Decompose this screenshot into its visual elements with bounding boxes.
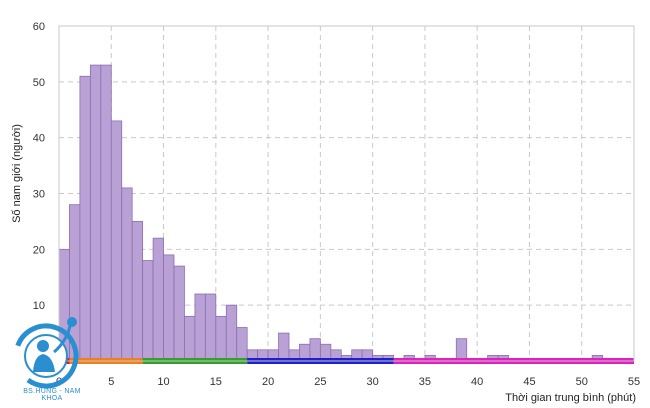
histogram-bar (278, 332, 290, 362)
bars (58, 64, 604, 362)
histogram-bar (309, 338, 321, 362)
histogram-bar (194, 293, 206, 362)
y-tick-label: 30 (33, 189, 45, 201)
x-tick-label: 55 (628, 376, 640, 388)
histogram-bar (152, 237, 164, 362)
y-tick-label: 60 (33, 21, 45, 33)
x-tick-label: 20 (262, 376, 274, 388)
histogram-bar (215, 315, 227, 362)
histogram-bar (89, 64, 102, 362)
histogram-bar (173, 265, 185, 362)
y-axis-title: Số nam giới (người) (11, 124, 23, 223)
x-tick-label: 35 (419, 376, 431, 388)
x-tick-label: 40 (471, 376, 483, 388)
x-tick-label: 15 (210, 376, 222, 388)
logo-text: BS.HUNG - NAM KHOA (23, 388, 81, 402)
histogram-bar (142, 260, 154, 362)
x-tick-label: 30 (367, 376, 379, 388)
x-tick-label: 45 (523, 376, 535, 388)
x-tick-labels: 0 5 10 15 20 25 30 35 40 45 50 55 (56, 376, 640, 388)
x-tick-label: 5 (108, 376, 114, 388)
x-tick-label: 25 (314, 376, 326, 388)
histogram-bar (455, 338, 468, 362)
x-tick-label: 10 (157, 376, 169, 388)
histogram-bar (100, 64, 112, 362)
histogram-bar (131, 221, 144, 362)
y-tick-label: 50 (33, 77, 45, 89)
plot-frame (58, 25, 635, 362)
histogram-bar (163, 254, 175, 362)
y-tick-label: 40 (33, 133, 45, 145)
histogram-bar (121, 187, 133, 362)
y-tick-label: 20 (33, 244, 45, 256)
histogram-bar (204, 293, 217, 362)
x-axis-title: Thời gian trung bình (phút) (505, 392, 636, 404)
doctor-logo-icon (13, 317, 79, 389)
histogram-bar (236, 327, 248, 362)
histogram-bar (110, 120, 123, 362)
x-tick-label: 50 (576, 376, 588, 388)
histogram-bar (225, 304, 238, 362)
y-tick-label: 10 (33, 300, 45, 312)
histogram-bar (184, 315, 196, 362)
